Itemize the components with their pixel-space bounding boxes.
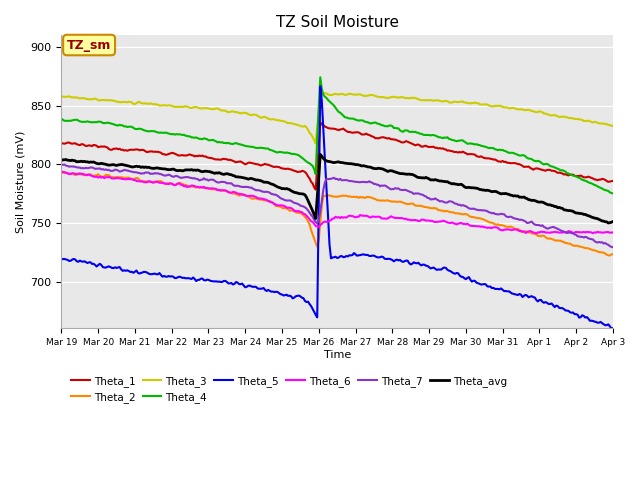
- Theta_2: [73, 172, 81, 178]
- Text: TZ_sm: TZ_sm: [67, 38, 111, 51]
- Theta_7: [543, 226, 551, 231]
- Theta_3: [160, 102, 168, 108]
- Theta_3: [312, 141, 319, 146]
- Line: Theta_6: Theta_6: [61, 171, 613, 233]
- Theta_6: [543, 229, 551, 235]
- Line: Theta_avg: Theta_avg: [61, 155, 613, 223]
- Theta_3: [374, 94, 382, 100]
- Theta_5: [609, 325, 617, 331]
- Theta_1: [545, 167, 552, 173]
- Theta_5: [404, 258, 412, 264]
- Theta_1: [405, 140, 413, 145]
- Theta_7: [392, 185, 399, 191]
- Theta_1: [609, 178, 617, 184]
- Theta_2: [390, 199, 397, 204]
- Theta_4: [609, 191, 617, 196]
- Theta_2: [58, 169, 65, 175]
- Theta_5: [58, 256, 65, 262]
- Theta_3: [58, 94, 65, 99]
- Theta_avg: [392, 169, 399, 175]
- Theta_6: [58, 168, 65, 174]
- Theta_avg: [316, 152, 324, 157]
- Theta_6: [390, 215, 397, 220]
- Theta_1: [312, 187, 319, 192]
- Theta_1: [374, 135, 382, 141]
- Theta_3: [73, 95, 81, 100]
- Theta_6: [73, 171, 81, 177]
- Theta_avg: [373, 166, 381, 171]
- Theta_6: [160, 180, 168, 186]
- Theta_7: [58, 162, 65, 168]
- Line: Theta_4: Theta_4: [61, 77, 613, 193]
- Theta_avg: [73, 159, 81, 165]
- Theta_7: [162, 173, 170, 179]
- Theta_1: [73, 141, 81, 147]
- Theta_4: [58, 116, 65, 121]
- Theta_2: [160, 180, 168, 186]
- Line: Theta_5: Theta_5: [61, 86, 613, 328]
- Theta_3: [393, 95, 401, 100]
- X-axis label: Time: Time: [323, 350, 351, 360]
- Theta_5: [607, 325, 615, 331]
- Theta_2: [402, 201, 410, 206]
- Theta_1: [316, 120, 324, 125]
- Theta_avg: [609, 219, 617, 225]
- Theta_2: [372, 196, 380, 202]
- Theta_7: [609, 244, 617, 250]
- Theta_6: [372, 214, 380, 220]
- Theta_avg: [604, 220, 612, 226]
- Theta_6: [532, 230, 540, 236]
- Theta_5: [316, 84, 324, 89]
- Theta_1: [160, 151, 168, 157]
- Theta_7: [373, 182, 381, 188]
- Theta_4: [404, 128, 412, 133]
- Theta_3: [609, 123, 617, 129]
- Theta_2: [606, 252, 614, 258]
- Line: Theta_1: Theta_1: [61, 122, 613, 190]
- Theta_4: [316, 74, 324, 80]
- Y-axis label: Soil Moisture (mV): Soil Moisture (mV): [15, 131, 25, 233]
- Theta_1: [58, 140, 65, 146]
- Theta_3: [545, 112, 552, 118]
- Theta_4: [73, 117, 81, 122]
- Theta_avg: [160, 166, 168, 172]
- Theta_7: [74, 165, 82, 170]
- Line: Theta_2: Theta_2: [61, 172, 613, 255]
- Theta_6: [402, 216, 410, 222]
- Theta_5: [373, 254, 381, 260]
- Theta_2: [609, 252, 617, 257]
- Theta_7: [404, 188, 412, 194]
- Theta_5: [392, 257, 399, 263]
- Theta_3: [405, 96, 413, 101]
- Line: Theta_3: Theta_3: [61, 93, 613, 144]
- Legend: Theta_1, Theta_2, Theta_3, Theta_4, Theta_5, Theta_6, Theta_7, Theta_avg: Theta_1, Theta_2, Theta_3, Theta_4, Thet…: [67, 372, 511, 407]
- Theta_5: [73, 258, 81, 264]
- Theta_4: [392, 125, 399, 131]
- Theta_avg: [404, 171, 412, 177]
- Title: TZ Soil Moisture: TZ Soil Moisture: [276, 15, 399, 30]
- Theta_4: [373, 120, 381, 126]
- Theta_avg: [58, 157, 65, 163]
- Theta_avg: [543, 202, 551, 207]
- Theta_3: [319, 90, 327, 96]
- Theta_6: [609, 229, 617, 235]
- Theta_7: [61, 162, 68, 168]
- Theta_2: [541, 234, 549, 240]
- Line: Theta_7: Theta_7: [61, 165, 613, 247]
- Theta_1: [393, 137, 401, 143]
- Theta_5: [160, 273, 168, 279]
- Theta_4: [543, 161, 551, 167]
- Theta_5: [543, 300, 551, 306]
- Theta_4: [160, 130, 168, 136]
